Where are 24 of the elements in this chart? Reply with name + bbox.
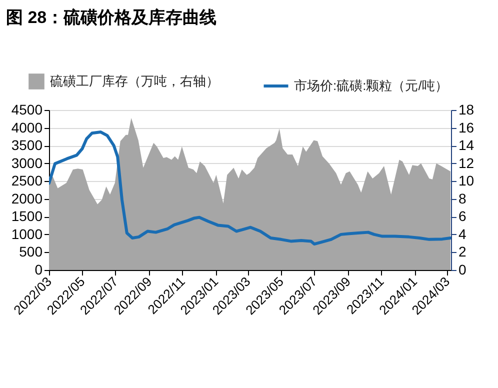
y2-tick-label: 16 [458,119,474,136]
y-tick-label: 2500 [11,172,43,189]
y2-tick-label: 12 [458,154,474,171]
y-tick-label: 3000 [11,154,43,171]
legend-label: 市场价:硫磺:颗粒（元/吨） [294,78,448,93]
y2-tick-label: 8 [458,190,466,206]
y2-tick-label: 18 [458,102,474,118]
chart-title: 图 28：硫磺价格及库存曲线 [6,7,217,29]
y2-tick-label: 4 [458,226,466,242]
y-tick-label: 4500 [11,102,43,118]
legend-label: 硫磺工厂库存（万吨，右轴） [50,74,219,88]
y-tick-label: 0 [34,262,43,278]
y2-tick-label: 6 [458,208,466,224]
y-tick-label: 2000 [11,190,43,206]
y-tick-label: 500 [19,244,43,260]
y2-tick-label: 10 [458,172,474,189]
y2-tick-label: 2 [458,244,466,260]
y-tick-label: 3500 [11,137,43,154]
y-tick-label: 1500 [11,208,43,224]
y-tick-label: 1000 [11,226,43,242]
y2-tick-label: 0 [458,262,466,278]
y2-tick-label: 14 [458,137,474,154]
y-tick-label: 4000 [11,119,43,136]
line-series [49,130,451,246]
